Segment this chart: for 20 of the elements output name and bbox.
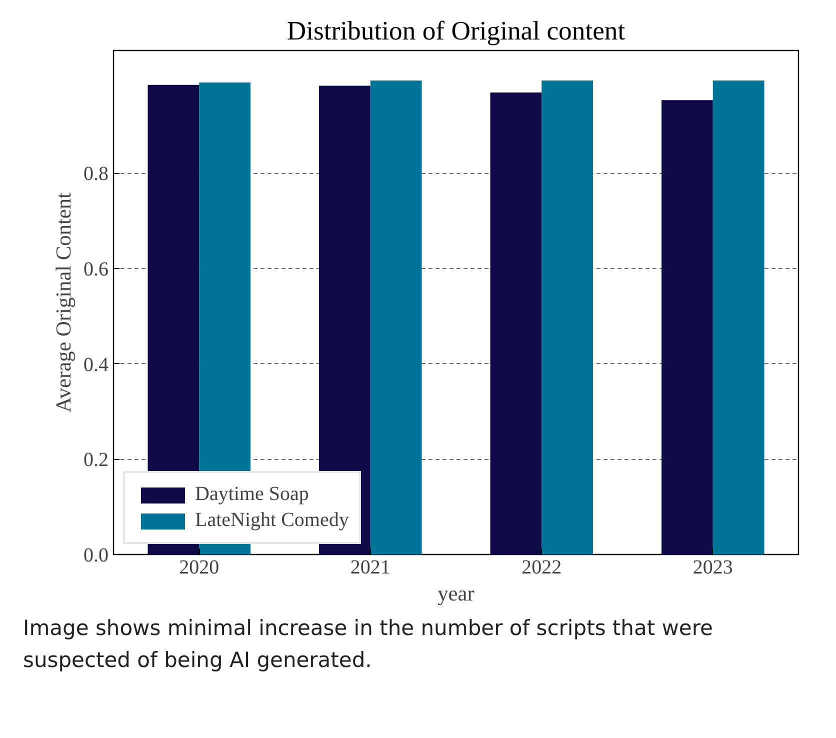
bar [662,100,713,554]
x-tick-label: 2023 [692,556,733,578]
y-axis-title: Average Original Content [52,192,76,412]
text: Image shows minimal increase in the number of scripts that were suspected of being AI generated. [23,615,714,674]
chart-title: Distribution of Original content [286,16,626,46]
bar [712,80,764,554]
y-tick-label: 0.2 [84,449,108,472]
y-tick-label: 0.8 [84,163,108,186]
y-tick-label: 0.6 [84,258,108,280]
legend-label: Daytime Soap [195,483,309,506]
x-tick-label: 2021 [350,556,390,578]
bar [542,80,593,554]
legend-label: LateNight Comedy [195,509,349,532]
x-tick-label: 2020 [179,556,220,578]
x-axis-title: year [438,582,474,606]
y-tick-label: 0.0 [84,544,108,566]
bar [370,80,422,554]
bar [490,92,542,554]
x-tick-label: 2022 [522,556,562,578]
y-tick-label: 0.4 [84,354,108,376]
